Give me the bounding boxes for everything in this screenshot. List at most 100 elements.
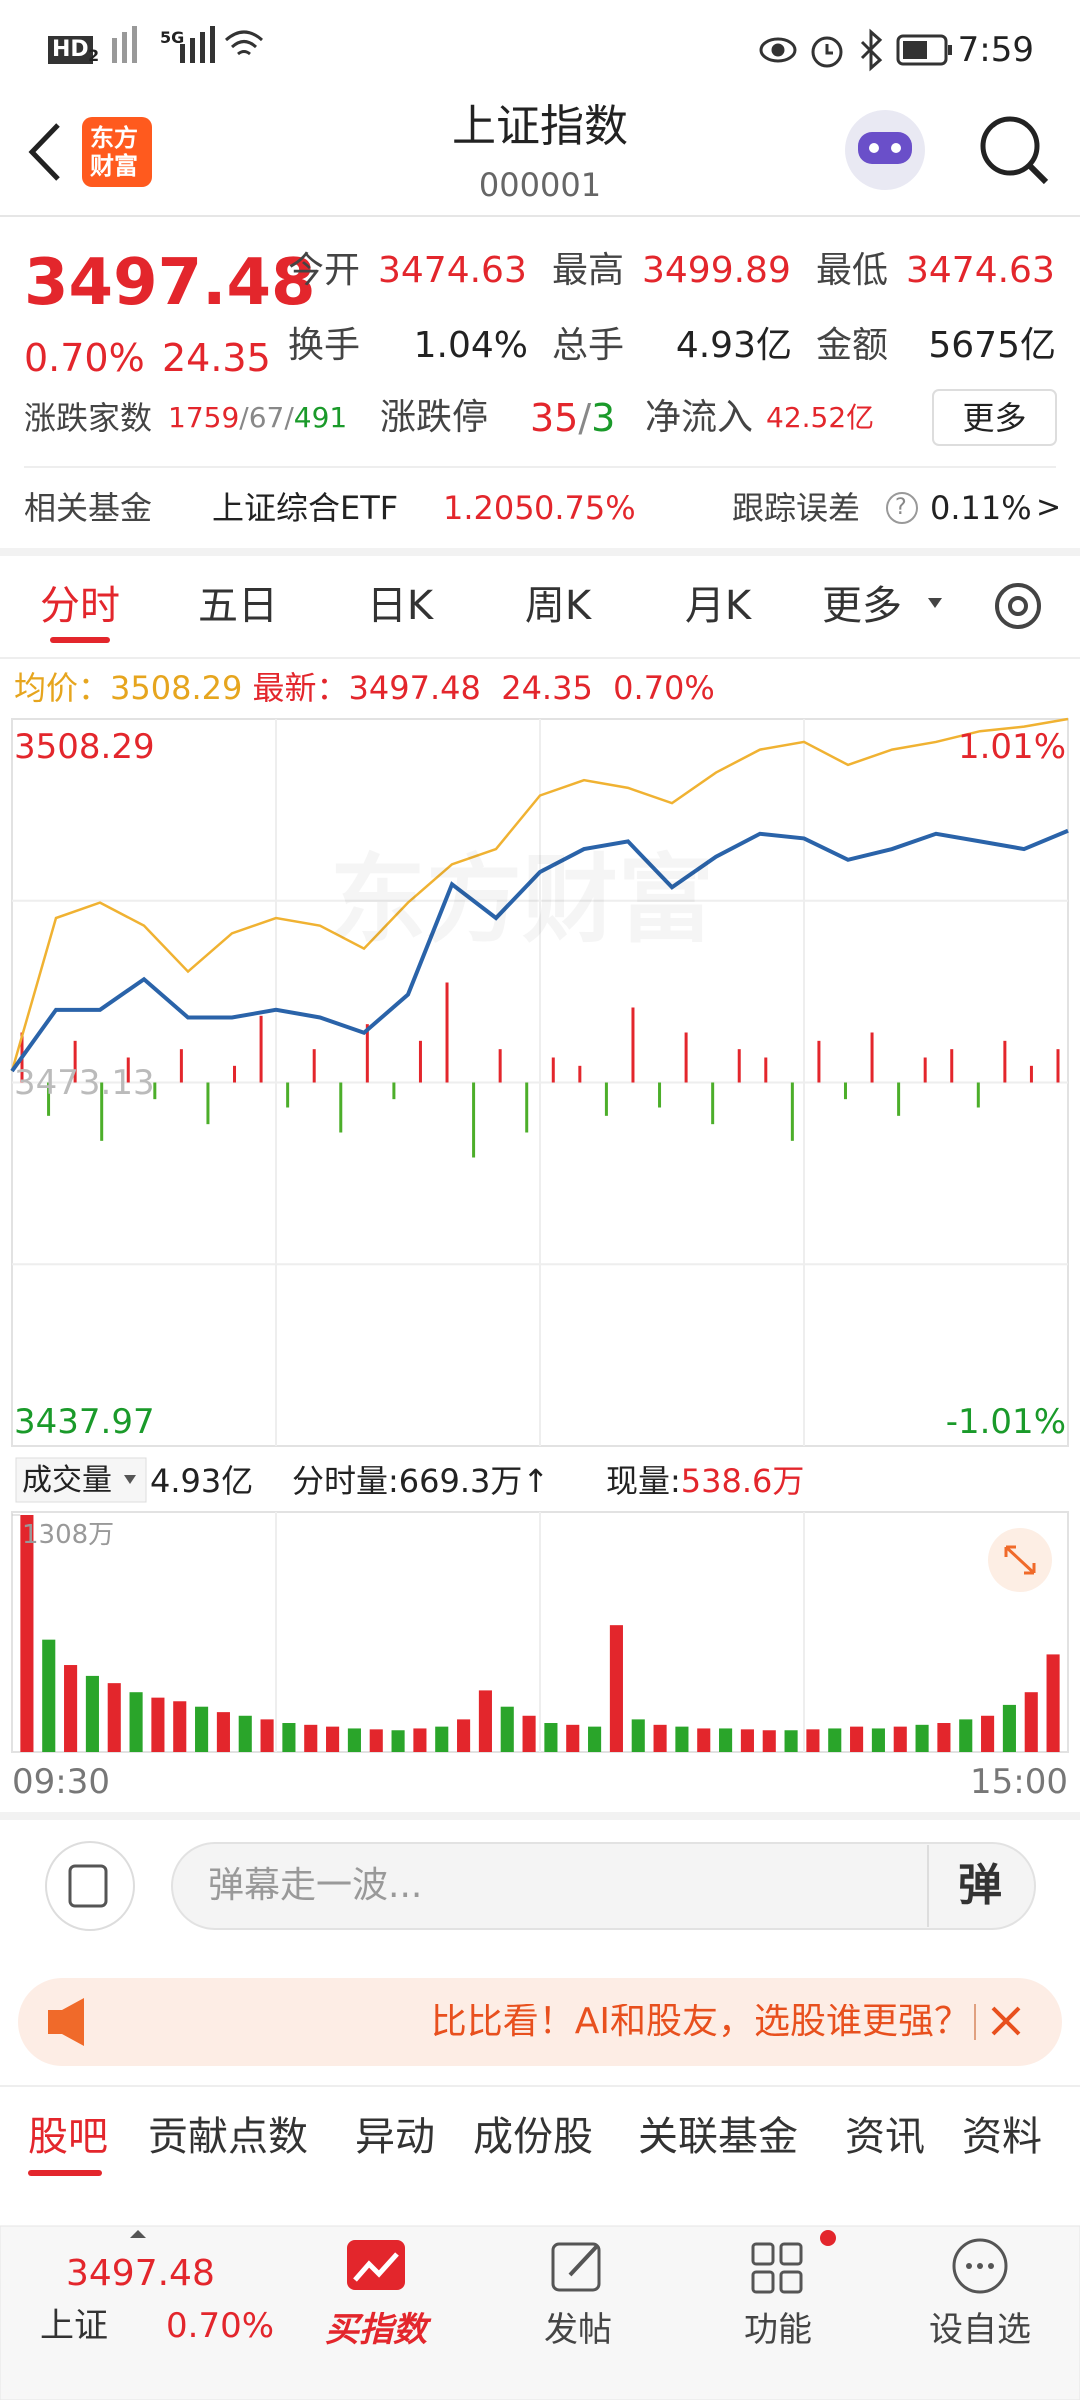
breadth-bar <box>604 1082 608 1116</box>
tab[interactable]: 月K <box>684 583 752 629</box>
volume-bar <box>871 1728 885 1752</box>
fund-pct: 0.75% <box>534 489 636 527</box>
watchlist-icon[interactable] <box>952 2238 1008 2294</box>
volume-bar <box>64 1665 78 1752</box>
tab[interactable]: 更多 <box>822 583 902 629</box>
x-tick-label: 09:30 <box>12 1762 110 1802</box>
volume-bar <box>1046 1654 1060 1752</box>
volume-bar <box>937 1723 951 1752</box>
breadth-bar <box>870 1032 874 1083</box>
now-volume: 现量:538.6万 <box>606 1465 804 1497</box>
banner-text[interactable]: 比比看！AI和股友，选股谁更强？ <box>430 2004 970 2040</box>
breadth-bar <box>817 1040 821 1083</box>
tracking: 0.11% <box>930 489 1032 527</box>
volume-bar <box>326 1726 340 1752</box>
sub-tab[interactable]: 资料 <box>962 2114 1042 2160</box>
breadth-bar <box>525 1082 529 1133</box>
tab[interactable]: 日K <box>366 583 434 629</box>
volume-selector-label[interactable]: 成交量 <box>22 1463 112 1498</box>
field-label: 今开 <box>288 250 361 291</box>
logo-text: 东方 <box>90 124 138 152</box>
y-tick-label: 3508.29 <box>14 727 155 767</box>
nav-pct[interactable]: 0.70% <box>166 2306 275 2346</box>
field-value: 1.04% <box>413 325 528 366</box>
sub-tab[interactable]: 异动 <box>355 2114 435 2160</box>
volume-bar <box>566 1724 580 1752</box>
comment-input[interactable] <box>171 1842 1036 1930</box>
volume-bar <box>173 1701 187 1752</box>
volume-bar <box>304 1724 318 1752</box>
nav-name[interactable]: 上证 <box>40 2306 108 2346</box>
volume-bar <box>653 1724 667 1752</box>
volume-bar <box>609 1625 623 1752</box>
volume-bar <box>500 1706 514 1752</box>
price-line <box>10 828 1069 1073</box>
x-tick-label: 15:00 <box>970 1762 1068 1802</box>
tab[interactable]: 五日 <box>198 583 278 629</box>
close-banner[interactable] <box>991 2006 1021 2036</box>
sub-tab[interactable]: 成份股 <box>473 2114 593 2160</box>
sub-tab[interactable]: 关联基金 <box>638 2114 798 2160</box>
sub-tab[interactable]: 贡献点数 <box>148 2114 308 2160</box>
avg: 3508.29 <box>110 669 243 707</box>
volume-selector[interactable] <box>15 1457 147 1503</box>
breadth-bar <box>73 1040 77 1083</box>
back-icon[interactable] <box>28 123 60 181</box>
tracking-label: 跟踪误差 <box>732 489 861 527</box>
danmaku-toggle[interactable] <box>45 1841 135 1931</box>
y-tick-label: 3437.97 <box>14 1402 155 1442</box>
settings-icon[interactable] <box>995 583 1041 629</box>
breadth-bar <box>711 1082 715 1125</box>
inflow-label: 净流入 <box>645 397 754 438</box>
nav-price[interactable]: 3497.48 <box>66 2253 215 2294</box>
tab[interactable]: 周K <box>524 583 592 629</box>
field-label: 最高 <box>552 250 625 291</box>
sub-tab[interactable]: 资讯 <box>845 2114 925 2160</box>
breadth-bar <box>233 1065 237 1083</box>
field-value: 3499.89 <box>642 250 791 291</box>
volume-bar <box>391 1730 405 1752</box>
tab[interactable]: 分时 <box>40 583 120 629</box>
change: 24.35 <box>162 336 271 380</box>
decline: 491 <box>293 401 348 434</box>
volume-bar <box>478 1690 492 1752</box>
volume-bar <box>828 1728 842 1752</box>
volume-bar <box>260 1719 274 1752</box>
banner[interactable] <box>18 1978 1062 2066</box>
last: 3497.48 <box>348 669 481 707</box>
field-value: 5675亿 <box>928 325 1056 366</box>
title: 上证指数 <box>452 101 628 152</box>
nav-item[interactable]: 买指数 <box>325 2310 427 2350</box>
avg-label: 均价： <box>14 669 111 707</box>
sub-tab[interactable]: 股吧 <box>28 2114 108 2160</box>
function-icon[interactable] <box>751 2242 803 2294</box>
volume-bar <box>588 1726 602 1752</box>
breadth-bar <box>1003 1040 1007 1083</box>
volume-bar <box>413 1728 427 1752</box>
fund-label: 相关基金 <box>24 489 153 527</box>
limit-up: 35 <box>530 396 579 440</box>
nav-item[interactable]: 功能 <box>744 2310 812 2350</box>
breadth-bar <box>445 982 449 1083</box>
breadth-bar <box>950 1049 954 1083</box>
fund-arrow[interactable]: > <box>1036 490 1062 525</box>
help[interactable]: ? <box>895 495 907 520</box>
average-line <box>10 717 1069 1072</box>
breadth-bar <box>790 1082 794 1141</box>
volume-bar <box>675 1726 689 1752</box>
nav-item[interactable]: 发帖 <box>544 2310 612 2350</box>
nav-item[interactable]: 设自选 <box>929 2310 1031 2350</box>
search-icon[interactable] <box>980 116 1040 176</box>
more-button[interactable] <box>932 389 1057 446</box>
volume-bar <box>347 1728 361 1752</box>
comment-placeholder[interactable]: 弹幕走一波... <box>208 1865 423 1906</box>
post-icon[interactable] <box>551 2242 601 2292</box>
buy-icon[interactable] <box>347 2240 405 2290</box>
fund-name[interactable]: 上证综合ETF <box>212 489 399 527</box>
seg: 669.3万 <box>398 1462 523 1500</box>
danmaku-button[interactable]: 弹 <box>958 1860 1002 1911</box>
field-label: 总手 <box>552 325 625 366</box>
breadth-bar <box>1029 1065 1033 1083</box>
fund-price: 1.205 <box>443 489 535 527</box>
more-label[interactable]: 更多 <box>962 399 1027 437</box>
